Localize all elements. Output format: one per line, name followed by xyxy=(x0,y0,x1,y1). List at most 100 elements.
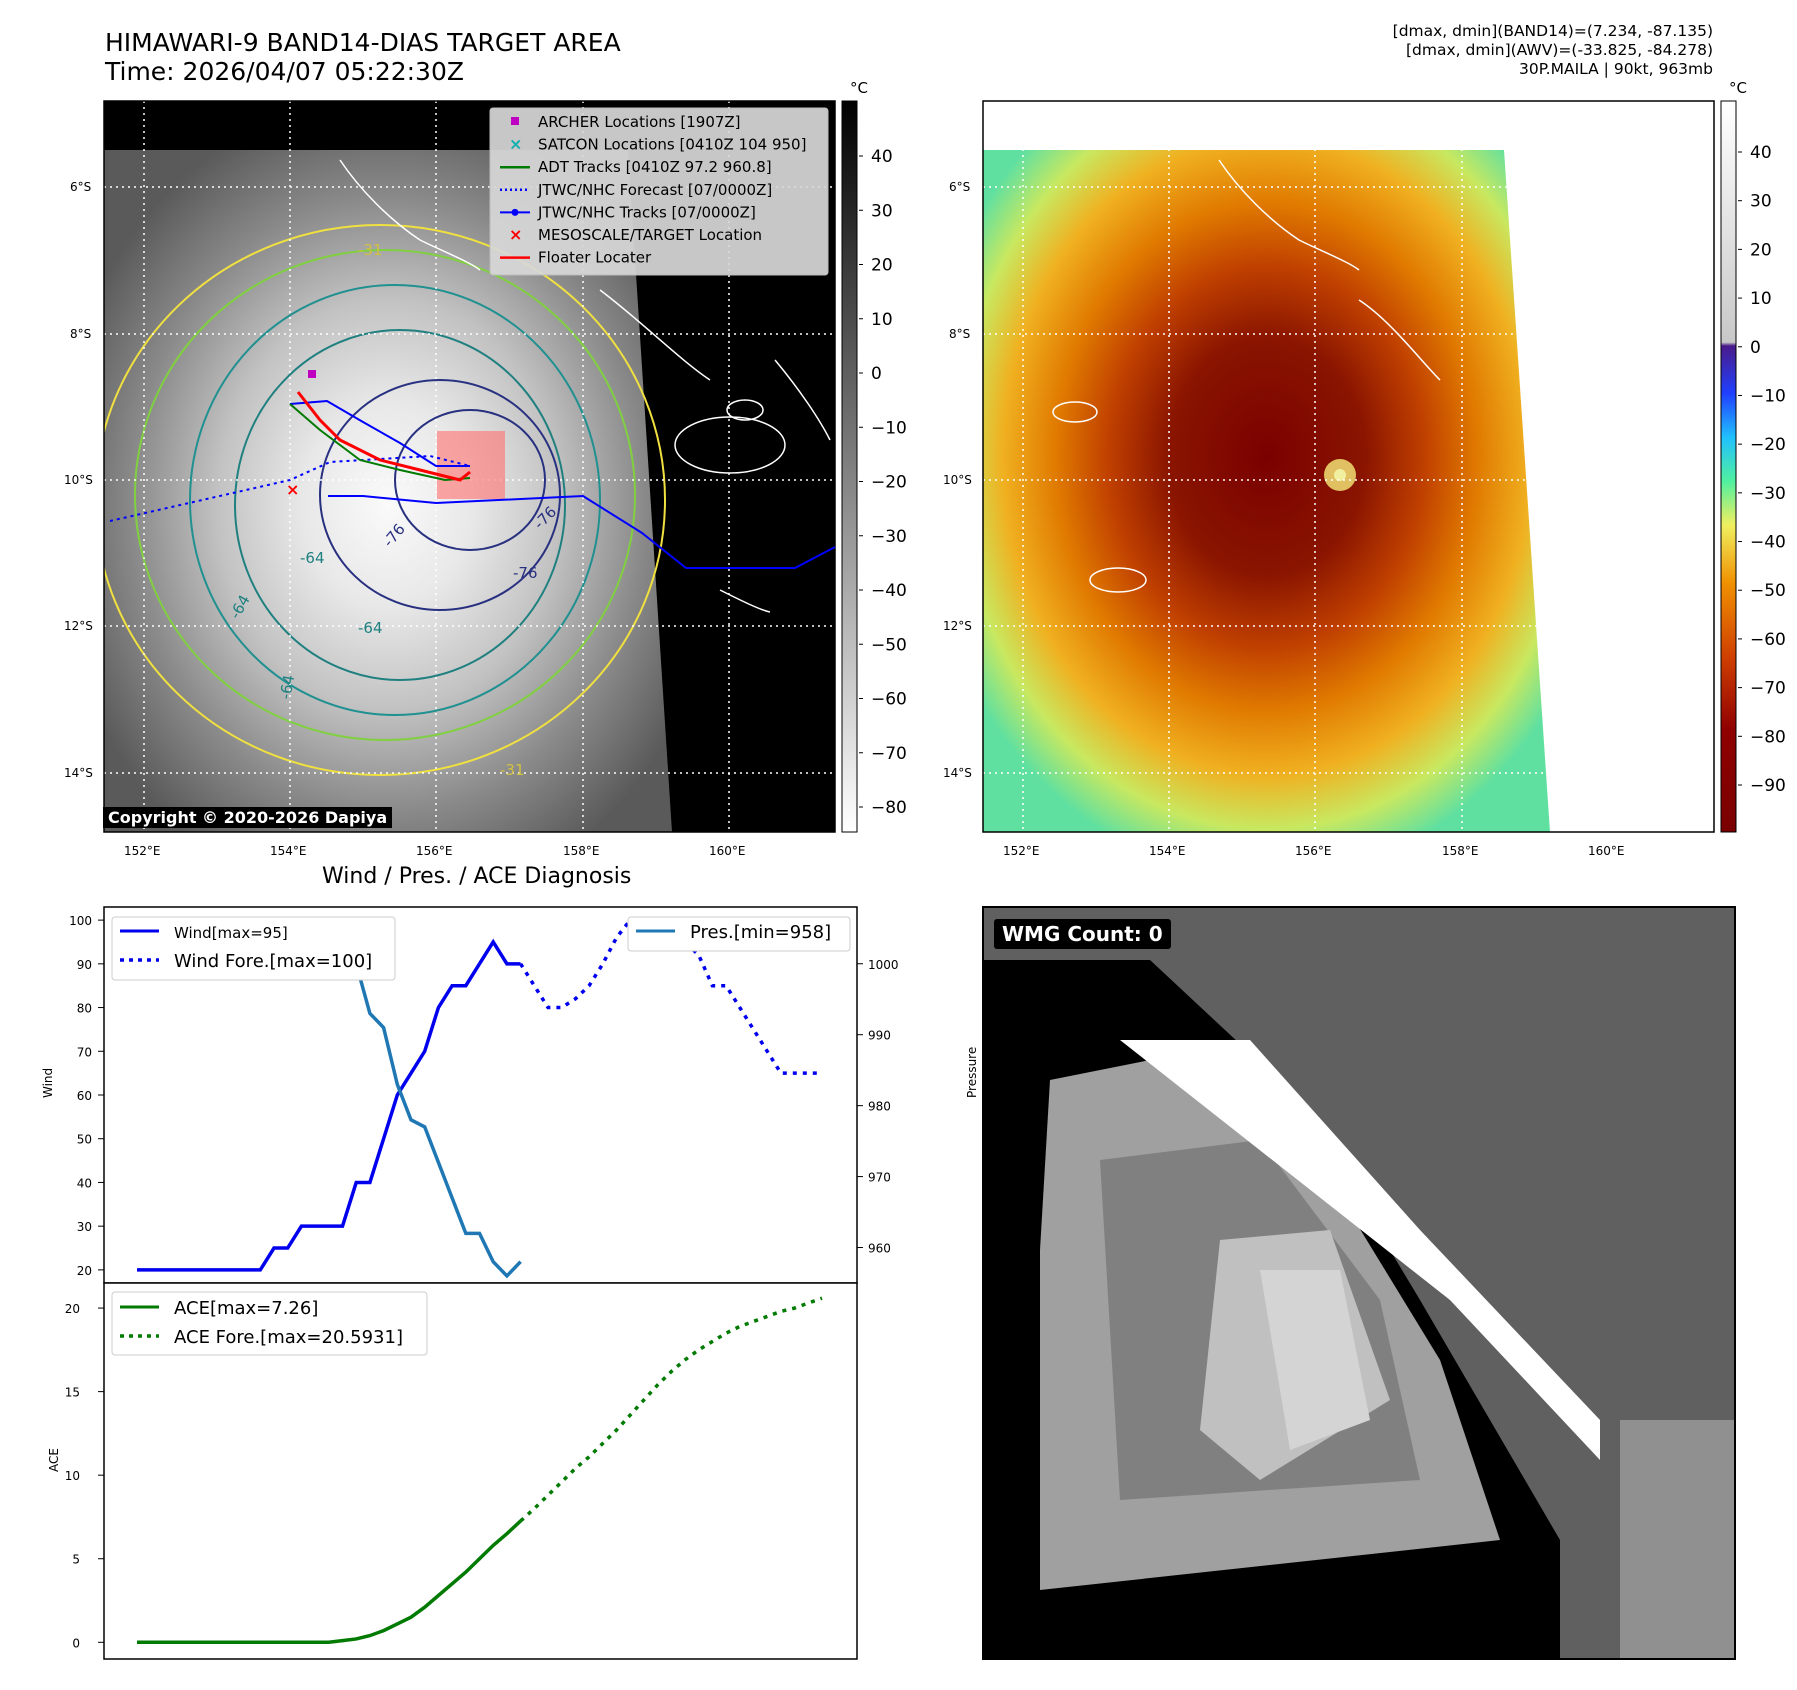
map-legend-label: ADT Tracks [0410Z 97.2 960.8] xyxy=(538,158,772,176)
colorbar-tick-label: −10 xyxy=(871,418,907,438)
wind-tick-label: 50 xyxy=(77,1133,92,1147)
wind-legend xyxy=(111,916,396,981)
map-legend-label: Floater Locater xyxy=(538,249,652,267)
pres-tick-label: 970 xyxy=(868,1171,891,1185)
ir-lon-labels: 152°E 154°E 156°E 158°E 160°E xyxy=(124,844,746,858)
legend-dot xyxy=(511,208,519,216)
colorbar-tick-label: 20 xyxy=(871,256,893,276)
series-line-1 xyxy=(478,938,521,966)
storm-stats: [dmax, dmin](BAND14)=(7.234, -87.135) [d… xyxy=(1393,22,1713,79)
wmg-count-badge: WMG Count: 0 xyxy=(994,919,1171,949)
wind-tick-label: 40 xyxy=(77,1176,92,1190)
pres-legend-label: Pres.[min=958] xyxy=(690,922,831,943)
lat-label: 14°S xyxy=(943,766,972,780)
colorbar-tick-label: 10 xyxy=(871,310,893,330)
ace-tick-label: 10 xyxy=(65,1469,80,1483)
colorbar-tick-label: −20 xyxy=(1750,435,1786,455)
contour-teal xyxy=(189,284,601,716)
lat-label: 14°S xyxy=(64,766,93,780)
colorbar-tick-label: 40 xyxy=(871,147,893,167)
colorbar-tick-label: 10 xyxy=(1750,289,1772,309)
colorbar-tick-label: −60 xyxy=(1750,630,1786,650)
pres-tick-label: 1000 xyxy=(868,958,899,972)
legend-marker-x: × xyxy=(509,135,522,154)
map-legend: ARCHER Locations [1907Z] × SATCON Location… xyxy=(489,107,829,276)
contour-label: -31 xyxy=(500,761,525,779)
lon-label: 156°E xyxy=(1295,844,1332,858)
wind-tick-label: 70 xyxy=(77,1045,92,1059)
ace-legend xyxy=(111,1291,428,1356)
lon-label: 156°E xyxy=(416,844,453,858)
wind-fore-legend-label: Wind Fore.[max=100] xyxy=(174,951,372,972)
jtwc-track-early xyxy=(289,399,470,467)
colorbar-tick-label: −70 xyxy=(1750,679,1786,699)
wind-tick-label: 80 xyxy=(77,1002,92,1016)
archer-marker xyxy=(308,370,316,378)
figure-title: HIMAWARI-9 BAND14-DIAS TARGET AREA Time:… xyxy=(105,28,621,86)
stats-line-3: 30P.MAILA | 90kt, 963mb xyxy=(1519,60,1713,78)
legend-marker-square xyxy=(511,117,519,125)
wind-axis-label: Wind xyxy=(41,1068,55,1098)
awv-colorbar: °C 40 30 20 10 0 −10 −20 −30 −40 −50 −60 −70 −80 −90 xyxy=(1720,79,1786,833)
pres-tick-label: 980 xyxy=(868,1100,891,1114)
lon-label: 154°E xyxy=(1149,844,1186,858)
lat-label: 10°S xyxy=(943,473,972,487)
floater-locater-track xyxy=(296,391,471,482)
contour-yellow xyxy=(104,224,666,776)
lat-label: 6°S xyxy=(70,180,91,194)
colorbar-tick-label: −90 xyxy=(1750,776,1786,796)
lat-label: 6°S xyxy=(949,180,970,194)
colorbar-tick-label: −50 xyxy=(1750,581,1786,601)
lat-label: 8°S xyxy=(949,327,970,341)
map-legend-label: MESOSCALE/TARGET Location xyxy=(538,226,762,244)
lon-label: 158°E xyxy=(563,844,600,858)
colorbar-tick-label: −40 xyxy=(871,581,907,601)
wind-tick-label: 90 xyxy=(77,958,92,972)
wind-legend-label: Wind[max=95] xyxy=(174,924,288,942)
colorbar-tick-label: 0 xyxy=(871,364,882,384)
pres-tick-label: 990 xyxy=(868,1029,891,1043)
stats-line-2: [dmax, dmin](AWV)=(-33.825, -84.278) xyxy=(1406,41,1713,59)
colorbar-tick-label: −20 xyxy=(871,473,907,493)
pressure-axis-label: Pressure xyxy=(965,1047,979,1098)
wind-tick-label: 30 xyxy=(77,1220,92,1234)
lat-label: 8°S xyxy=(70,327,91,341)
wind-tick-label: 60 xyxy=(77,1089,92,1103)
colorbar-tick-label: −80 xyxy=(871,798,907,818)
map-legend-label: JTWC/NHC Forecast [07/0000Z] xyxy=(537,181,772,199)
map-legend-label: SATCON Locations [0410Z 104 950] xyxy=(538,136,806,154)
colorbar-tick-label: 0 xyxy=(1750,338,1761,358)
jtwc-track xyxy=(328,494,836,569)
awv-lat-labels: 6°S 8°S 10°S 12°S 14°S xyxy=(943,180,972,780)
contour-label: -31 xyxy=(358,241,383,259)
contour-navy-inner xyxy=(394,409,546,551)
stats-line-1: [dmax, dmin](BAND14)=(7.234, -87.135) xyxy=(1392,22,1713,40)
pres-legend xyxy=(627,916,851,952)
ir-coastlines xyxy=(339,159,831,613)
copyright-badge: Copyright © 2020-2026 Dapiya xyxy=(103,807,393,828)
track-overlays: × xyxy=(109,370,836,569)
colorbar-tick-label: 30 xyxy=(1750,192,1772,212)
ace-tick-label: 5 xyxy=(72,1553,80,1567)
ace-chart: 0 5 10 15 20 ACE ACE[max=7.26] ACE Fore.[max… xyxy=(47,1282,858,1660)
contour-label: -76 xyxy=(513,564,538,582)
ace-tick-label: 15 xyxy=(65,1386,80,1400)
awv-lon-labels: 152°E 154°E 156°E 158°E 160°E xyxy=(1003,844,1625,858)
diagnosis-title: Wind / Pres. / ACE Diagnosis xyxy=(322,864,632,889)
ace-tick-label: 0 xyxy=(72,1636,80,1650)
awv-imagery xyxy=(983,101,1714,832)
colorbar-tick-label: 30 xyxy=(871,201,893,221)
mesoscale-marker: × xyxy=(286,480,299,499)
lon-label: 160°E xyxy=(709,844,746,858)
ace-axis-label: ACE xyxy=(47,1448,61,1472)
ir-colorbar-unit: °C xyxy=(850,79,868,97)
lon-label: 152°E xyxy=(1003,844,1040,858)
colorbar-tick-label: −40 xyxy=(1750,533,1786,553)
colorbar-tick-label: −70 xyxy=(871,744,907,764)
contour-teal-inner xyxy=(234,329,566,681)
colorbar-tick-label: 40 xyxy=(1750,143,1772,163)
ace-fore-legend-label: ACE Fore.[max=20.5931] xyxy=(174,1327,403,1348)
colorbar-tick-label: −30 xyxy=(871,527,907,547)
pres-tick-label: 960 xyxy=(868,1242,891,1256)
lon-label: 154°E xyxy=(270,844,307,858)
